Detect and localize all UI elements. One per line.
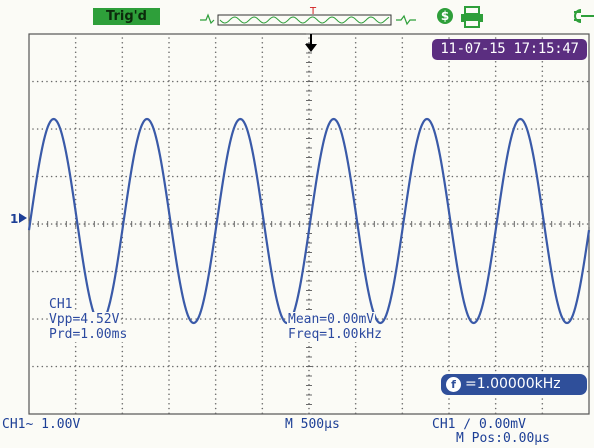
trigger-status-badge: Trig'd [93,8,160,25]
bottom-status-bar: CH1~ 1.00V M 500µs CH1 ∕ 0.00mV M Pos:0.… [0,418,594,448]
measurement-vpp: Vpp=4.52V [48,312,121,327]
frequency-counter-badge: f =1.00000kHz [441,374,587,395]
usb-connection-icon [574,9,594,23]
ch1-marker-label: 1 [10,212,18,226]
timestamp-badge: 11-07-15 17:15:47 [432,39,587,60]
horizontal-position-readout[interactable]: M Pos:0.00µs [456,431,550,446]
svg-text:T: T [309,6,317,17]
status-bar: Trig'd T $ [0,0,594,34]
frequency-icon: f [446,377,461,392]
waveform-position-strip: T [200,6,416,26]
trigger-level-readout[interactable]: CH1 ∕ 0.00mV [432,417,526,432]
graticule-grid [28,33,590,415]
frequency-counter-value: =1.00000kHz [465,376,561,392]
trigger-position-marker [305,34,317,52]
ch1-volts-per-div[interactable]: CH1~ 1.00V [2,417,81,432]
time-base-readout[interactable]: M 500µs [285,417,340,432]
measurement-mean: Mean=0.00mV [287,312,376,327]
clear-icon[interactable]: $ [437,8,453,24]
ch1-waveform-trace [27,117,591,325]
measurement-channel: CH1 [48,297,74,312]
measurement-period: Prd=1.00ms [48,327,129,342]
oscilloscope-screen[interactable]: 1 [0,0,594,420]
measurement-frequency: Freq=1.00kHz [287,327,383,342]
printer-icon[interactable] [460,6,484,28]
ch1-ground-marker: 1 [10,212,27,226]
